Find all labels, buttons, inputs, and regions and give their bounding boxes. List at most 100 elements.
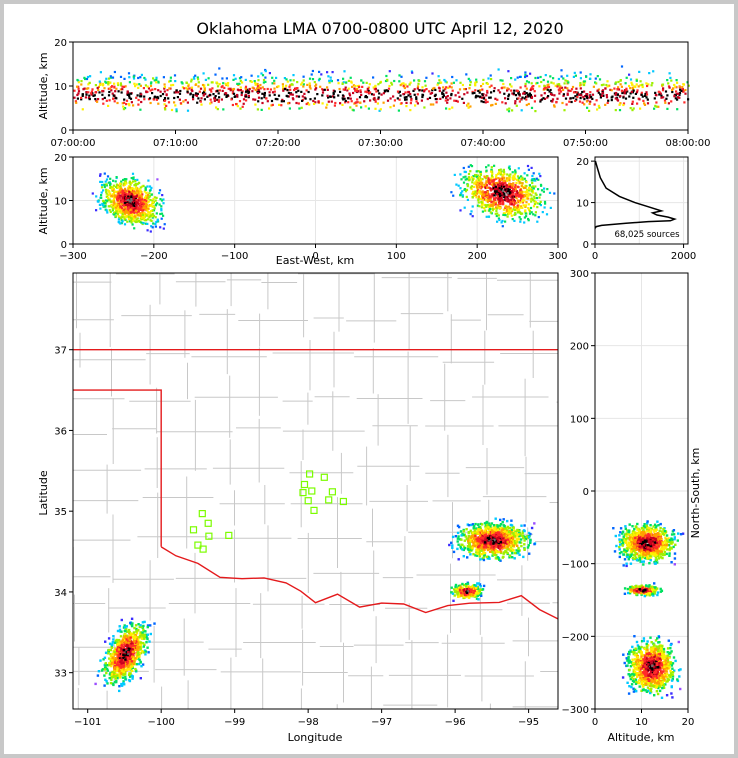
density-cell xyxy=(150,81,153,84)
density-cell xyxy=(575,87,578,90)
density-cell xyxy=(507,95,510,98)
density-cell xyxy=(197,97,200,100)
density-cell xyxy=(461,195,464,198)
density-cell xyxy=(628,73,631,76)
density-cell xyxy=(149,84,153,88)
density-cell xyxy=(570,100,573,104)
density-cell xyxy=(121,667,124,670)
density-cell xyxy=(143,637,146,640)
density-cell xyxy=(537,216,540,219)
density-cell xyxy=(112,662,115,666)
density-cell xyxy=(515,197,518,200)
density-cell xyxy=(473,182,476,185)
density-cell xyxy=(282,89,285,92)
density-cell xyxy=(486,547,489,550)
density-cell xyxy=(263,93,266,96)
density-cell xyxy=(489,211,492,214)
density-cell xyxy=(515,181,518,184)
density-cell xyxy=(516,206,519,209)
density-cell xyxy=(106,199,109,202)
density-cell xyxy=(137,98,140,102)
density-cell xyxy=(469,170,472,173)
x-tick-label: 200 xyxy=(468,251,487,262)
density-cell xyxy=(469,81,472,84)
density-cell xyxy=(614,81,618,84)
density-cell xyxy=(680,89,683,92)
density-cell xyxy=(508,168,511,171)
density-cell xyxy=(242,102,245,105)
density-cell xyxy=(135,210,138,213)
density-cell xyxy=(137,211,140,214)
density-cell xyxy=(402,82,405,85)
density-cell xyxy=(527,203,530,206)
density-cell xyxy=(123,200,126,203)
density-cell xyxy=(216,108,219,111)
density-cell xyxy=(122,108,125,111)
density-cell xyxy=(495,196,498,199)
density-cell xyxy=(503,193,506,196)
density-cell xyxy=(386,90,390,93)
density-cell xyxy=(143,95,146,98)
density-cell xyxy=(190,86,194,89)
density-cell xyxy=(117,83,120,87)
density-cell xyxy=(421,94,425,97)
density-cell xyxy=(99,71,102,74)
density-cell xyxy=(119,217,122,220)
density-cell xyxy=(538,196,541,199)
density-cell xyxy=(115,664,118,668)
density-cell xyxy=(102,189,105,192)
density-cell xyxy=(133,184,136,187)
density-cell xyxy=(256,108,259,111)
density-cell xyxy=(151,216,154,219)
density-cell xyxy=(484,101,487,104)
density-cell xyxy=(292,74,295,77)
density-cell xyxy=(434,98,437,101)
density-cell xyxy=(323,88,326,91)
density-cell xyxy=(99,207,102,210)
density-cell xyxy=(115,669,119,673)
density-cell xyxy=(140,93,143,96)
density-cell xyxy=(377,96,380,99)
density-cell xyxy=(118,674,121,677)
density-cell xyxy=(513,202,516,205)
density-cell xyxy=(599,96,602,99)
density-cell xyxy=(517,178,520,181)
density-cell xyxy=(471,192,474,195)
density-cell xyxy=(583,95,587,98)
density-cell xyxy=(136,220,139,223)
density-cell xyxy=(139,641,143,644)
density-cell xyxy=(211,87,214,90)
density-cell xyxy=(601,89,605,92)
density-cell xyxy=(125,200,128,203)
density-cell xyxy=(491,208,494,211)
density-cell xyxy=(521,96,524,99)
density-cell xyxy=(207,77,210,80)
density-cell xyxy=(155,81,158,84)
density-cell xyxy=(484,204,487,207)
density-cell xyxy=(186,88,189,91)
density-cell xyxy=(356,101,359,104)
density-cell xyxy=(585,100,589,103)
density-cell xyxy=(602,83,605,86)
density-cell xyxy=(347,101,350,104)
density-cell xyxy=(313,81,316,84)
density-cell xyxy=(145,203,148,206)
density-cell xyxy=(241,81,244,84)
density-cell xyxy=(203,98,206,101)
density-cell xyxy=(528,210,531,213)
density-cell xyxy=(473,192,476,195)
x-tick-label: 300 xyxy=(548,251,567,262)
density-cell xyxy=(123,197,126,200)
density-cell xyxy=(516,204,519,207)
density-cell xyxy=(122,105,125,108)
density-cell xyxy=(524,75,527,79)
density-cell xyxy=(266,100,269,103)
density-cell xyxy=(392,104,395,107)
density-cell xyxy=(182,100,185,103)
density-cell xyxy=(138,651,141,655)
density-cell xyxy=(542,190,545,193)
density-cell xyxy=(501,203,504,206)
density-cell xyxy=(96,200,99,203)
density-cell xyxy=(501,199,504,202)
